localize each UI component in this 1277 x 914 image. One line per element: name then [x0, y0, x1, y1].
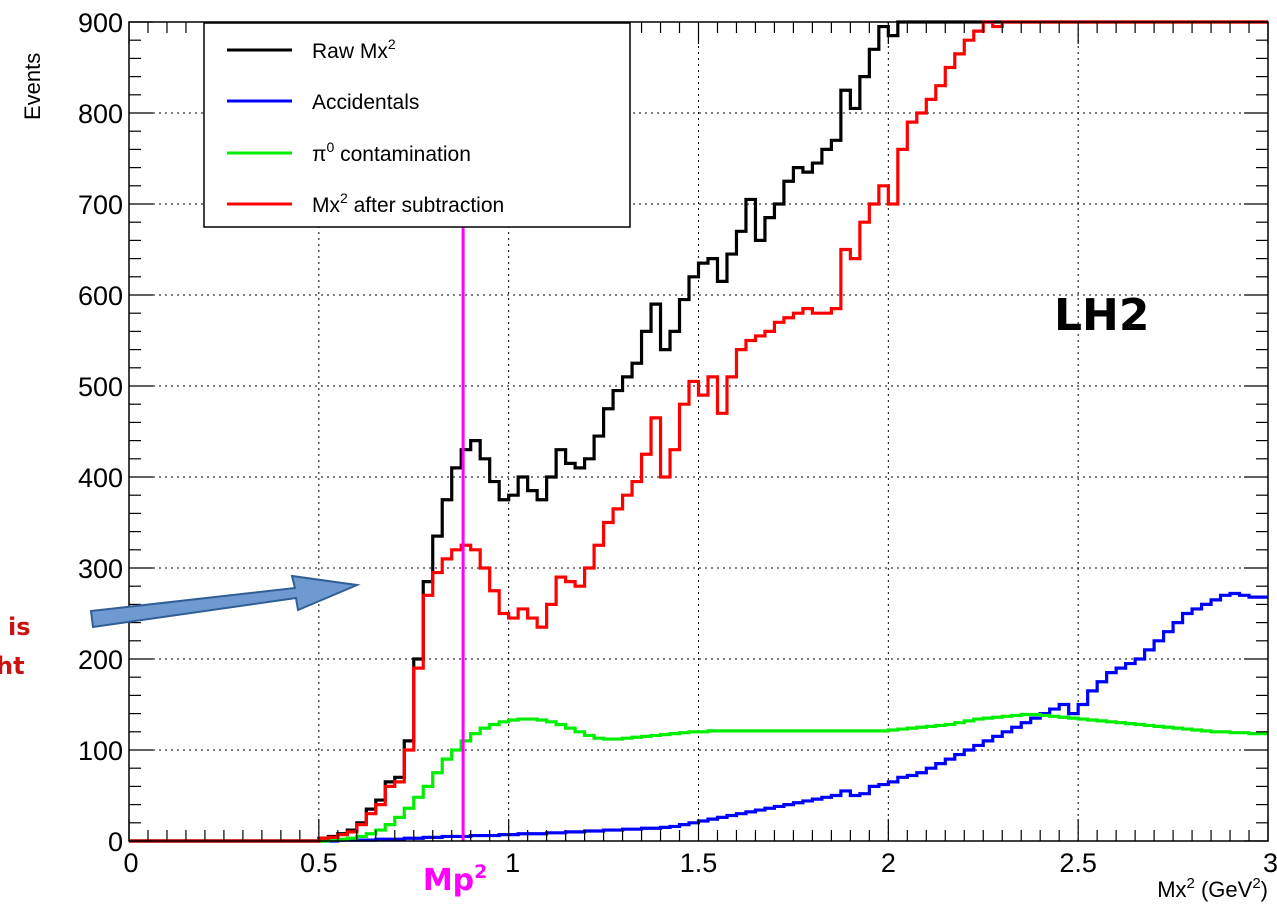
side-text-line-2: ht — [0, 652, 25, 680]
legend-label-subtracted-sup: 2 — [340, 190, 348, 206]
y-tick-label-5: 500 — [78, 372, 123, 402]
legend-label-subtracted: Mx2 after subtraction — [312, 190, 504, 217]
legend-label-raw-sup: 2 — [388, 36, 396, 52]
x-axis-title-unit: (GeV — [1195, 877, 1253, 902]
y-tick-label-2: 200 — [78, 645, 123, 675]
y-tick-label-8: 800 — [78, 99, 123, 129]
legend-label-raw: Raw Mx2 — [312, 36, 396, 63]
x-tick-label-2: 1 — [505, 848, 520, 878]
x-tick-label-0: 0 — [123, 848, 138, 878]
x-tick-label-5: 2.5 — [1059, 848, 1097, 878]
y-tick-label-3: 300 — [78, 554, 123, 584]
vline-label-sup: 2 — [474, 861, 487, 883]
legend: Raw Mx2 Accidentals π0 contamination Mx2… — [203, 22, 631, 228]
legend-label-pi0-main: π — [312, 143, 327, 166]
x-axis-title-unit-close: ) — [1261, 877, 1268, 902]
y-tick-label-1: 100 — [78, 736, 123, 766]
tick-labels: 0 0.5 1 1.5 2 2.5 3 0 100 200 300 400 500 600 700 800 90… — [78, 8, 1277, 878]
legend-label-raw-main: Raw Mx — [312, 40, 388, 63]
x-axis-title-sup: 2 — [1187, 875, 1195, 892]
x-axis-title: Mx2 (GeV2) — [1157, 875, 1268, 902]
x-tick-label-1: 0.5 — [300, 848, 338, 878]
legend-label-pi0: π0 contamination — [312, 139, 471, 166]
legend-box — [203, 22, 631, 228]
vline-label-main: Mp — [423, 863, 474, 898]
x-axis-title-main: Mx — [1157, 877, 1186, 902]
legend-label-subtracted-tail: after subtraction — [348, 194, 504, 217]
series-line-2 — [129, 712, 1268, 843]
legend-label-subtracted-main: Mx — [312, 194, 340, 217]
x-tick-label-3: 1.5 — [680, 848, 718, 878]
y-tick-label-4: 400 — [78, 463, 123, 493]
legend-label-pi0-sup: 0 — [327, 139, 335, 155]
y-tick-label-0: 0 — [108, 827, 123, 857]
legend-label-accidentals: Accidentals — [312, 91, 419, 114]
vline-label: Mp2 — [423, 861, 488, 898]
axis-ticks — [128, 21, 1269, 842]
annotation-lh2: LH2 — [1054, 290, 1149, 341]
callout-arrow — [89, 574, 361, 629]
x-tick-label-4: 2 — [881, 848, 896, 878]
legend-label-pi0-tail: contamination — [334, 143, 471, 166]
y-tick-label-9: 900 — [78, 8, 123, 38]
series-line-1 — [129, 591, 1268, 843]
grid-lines — [129, 22, 1268, 841]
side-text-line-1: is — [8, 613, 31, 641]
y-tick-label-7: 700 — [78, 190, 123, 220]
x-axis-title-unit-sup: 2 — [1252, 875, 1260, 892]
x-tick-label-6: 3 — [1263, 848, 1277, 878]
y-axis-title: Events — [20, 53, 45, 120]
y-tick-label-6: 600 — [78, 281, 123, 311]
